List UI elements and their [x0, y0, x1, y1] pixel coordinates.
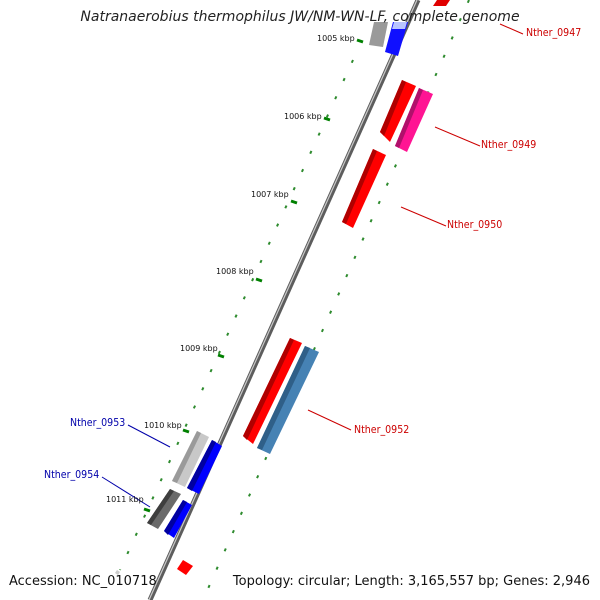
- gene-Nther_0953-shade: [172, 431, 201, 483]
- gene-red-0951-shade: [243, 338, 294, 440]
- gene-blue-0953b-shade: [187, 440, 216, 491]
- gene-reverse-blue-top: [385, 22, 408, 56]
- genome-summary-text: Topology: circular; Length: 3,165,557 bp…: [232, 574, 590, 589]
- tick-mark: [290, 199, 298, 205]
- gene-red-0951: [243, 338, 302, 444]
- gene-label-Nther_0947[interactable]: Nther_0947: [526, 27, 582, 39]
- genes[interactable]: [115, 0, 450, 575]
- gene-label-Nther_0952[interactable]: Nther_0952: [354, 424, 410, 436]
- tick-mark: [255, 277, 263, 283]
- gene-red-small: [177, 560, 193, 575]
- gene-Nther_0954: [147, 489, 181, 529]
- gene-red-1: [380, 80, 416, 142]
- gene-label-Nther_0954[interactable]: Nther_0954: [44, 469, 100, 481]
- gene-red-1-shade: [380, 80, 406, 136]
- tick-mark: [323, 116, 331, 122]
- tick-label-1009: 1009 kbp: [180, 344, 218, 353]
- outer-strand-track: [202, 0, 470, 600]
- tick-mark: [217, 353, 225, 359]
- gene-reverse-lightblue-top: [392, 22, 407, 29]
- gene-blue-0954b-shade: [164, 500, 187, 535]
- tick-mark: [182, 428, 190, 434]
- gene-label-Nther_0949[interactable]: Nther_0949: [481, 139, 537, 151]
- gene-Nther_0952-shade: [257, 346, 310, 450]
- tick-mark: [356, 38, 364, 44]
- accession-text: Accession: NC_010718: [9, 574, 157, 589]
- gene-label-Nther_0953[interactable]: Nther_0953: [70, 417, 126, 429]
- gene-Nther_0950: [342, 149, 386, 228]
- tick-label-1008: 1008 kbp: [216, 267, 254, 276]
- gene-reverse-grey: [369, 22, 388, 47]
- gene-grey-fragment: [115, 570, 120, 575]
- ticks: [143, 38, 364, 513]
- gene-Nther_0949-shade: [395, 88, 423, 148]
- gene-Nther_0947-segment: [433, 0, 450, 6]
- inner-strand-track: [119, 59, 354, 571]
- genome-title: Natranaerobius thermophilus JW/NM-WN-LF,…: [80, 9, 520, 25]
- tick-label-1010: 1010 kbp: [144, 421, 182, 430]
- tick-label-1007: 1007 kbp: [251, 190, 289, 199]
- gene-Nther_0949: [395, 88, 433, 152]
- label-leaders: [101, 23, 524, 508]
- tick-label-1006: 1006 kbp: [284, 112, 322, 121]
- genome-backbone: [147, 0, 421, 600]
- genome-backbone-highlight: [148, 0, 418, 600]
- tick-mark: [143, 507, 151, 513]
- gene-label-Nther_0950[interactable]: Nther_0950: [447, 219, 503, 231]
- gene-Nther_0954-shade: [147, 489, 174, 525]
- tick-label-1005: 1005 kbp: [317, 34, 355, 43]
- tick-label-1011: 1011 kbp: [106, 495, 144, 504]
- gene-Nther_0950-shade: [342, 149, 377, 224]
